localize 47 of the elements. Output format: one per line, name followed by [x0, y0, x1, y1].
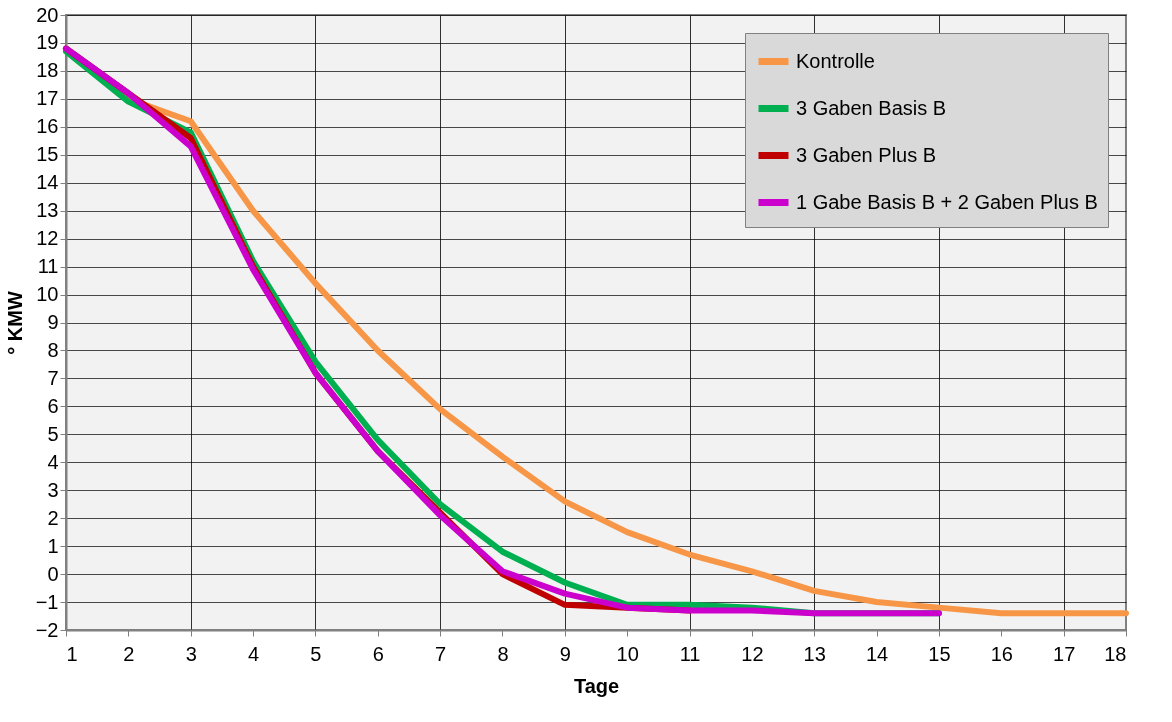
y-tick-label: 18 — [36, 59, 59, 82]
y-tick-label: 19 — [36, 31, 59, 54]
legend-label: 1 Gabe Basis B + 2 Gaben Plus B — [796, 190, 1098, 213]
y-tick-label: 7 — [47, 366, 59, 389]
y-tick-label: 10 — [36, 283, 59, 306]
x-tick-label: 9 — [559, 642, 571, 665]
y-tick-label: 20 — [36, 3, 59, 26]
x-tick-label: 17 — [1053, 642, 1076, 665]
y-tick-label: 15 — [36, 143, 59, 166]
y-tick-label: 12 — [36, 227, 59, 250]
y-tick-label: 1 — [47, 534, 59, 557]
x-tick-label: 4 — [248, 642, 260, 665]
y-tick-label: 9 — [47, 311, 59, 333]
x-tick-label: 15 — [928, 642, 951, 665]
x-tick-label: 7 — [435, 642, 447, 665]
x-tick-label: 12 — [741, 642, 764, 665]
x-tick-label: 8 — [497, 642, 509, 665]
legend-label: Kontrolle — [796, 49, 875, 72]
y-tick-label: −1 — [35, 590, 59, 613]
legend-label: 3 Gaben Basis B — [796, 96, 947, 119]
y-tick-label: 8 — [47, 338, 59, 361]
x-tick-label: 10 — [616, 642, 639, 665]
x-tick-label: 5 — [310, 642, 322, 665]
y-tick-label: 3 — [47, 478, 59, 501]
x-tick-label: 13 — [803, 642, 826, 665]
y-tick-label: 14 — [36, 171, 59, 194]
x-tick-label: 1 — [66, 642, 78, 665]
y-tick-label: 17 — [36, 87, 59, 110]
legend-label: 3 Gaben Plus B — [796, 143, 937, 166]
x-tick-label: 14 — [865, 642, 889, 665]
y-tick-label: 16 — [36, 115, 59, 138]
y-tick-label: 2 — [47, 506, 59, 529]
x-tick-label: 3 — [185, 642, 197, 665]
x-tick-label: 16 — [990, 642, 1013, 665]
y-tick-label: 0 — [47, 562, 59, 585]
y-tick-label: 13 — [36, 199, 59, 222]
x-tick-label: 11 — [679, 642, 701, 665]
y-tick-label: 5 — [47, 422, 59, 445]
y-tick-label: 4 — [47, 450, 59, 473]
x-tick-label: 18 — [1104, 642, 1127, 665]
y-axis-title: ° KMW — [3, 291, 26, 355]
x-tick-label: 2 — [123, 642, 135, 665]
x-tick-label: 6 — [372, 642, 384, 665]
x-axis-title: Tage — [573, 674, 620, 697]
y-tick-label: −2 — [35, 618, 59, 641]
y-tick-label: 11 — [37, 255, 59, 278]
y-tick-label: 6 — [47, 394, 59, 417]
